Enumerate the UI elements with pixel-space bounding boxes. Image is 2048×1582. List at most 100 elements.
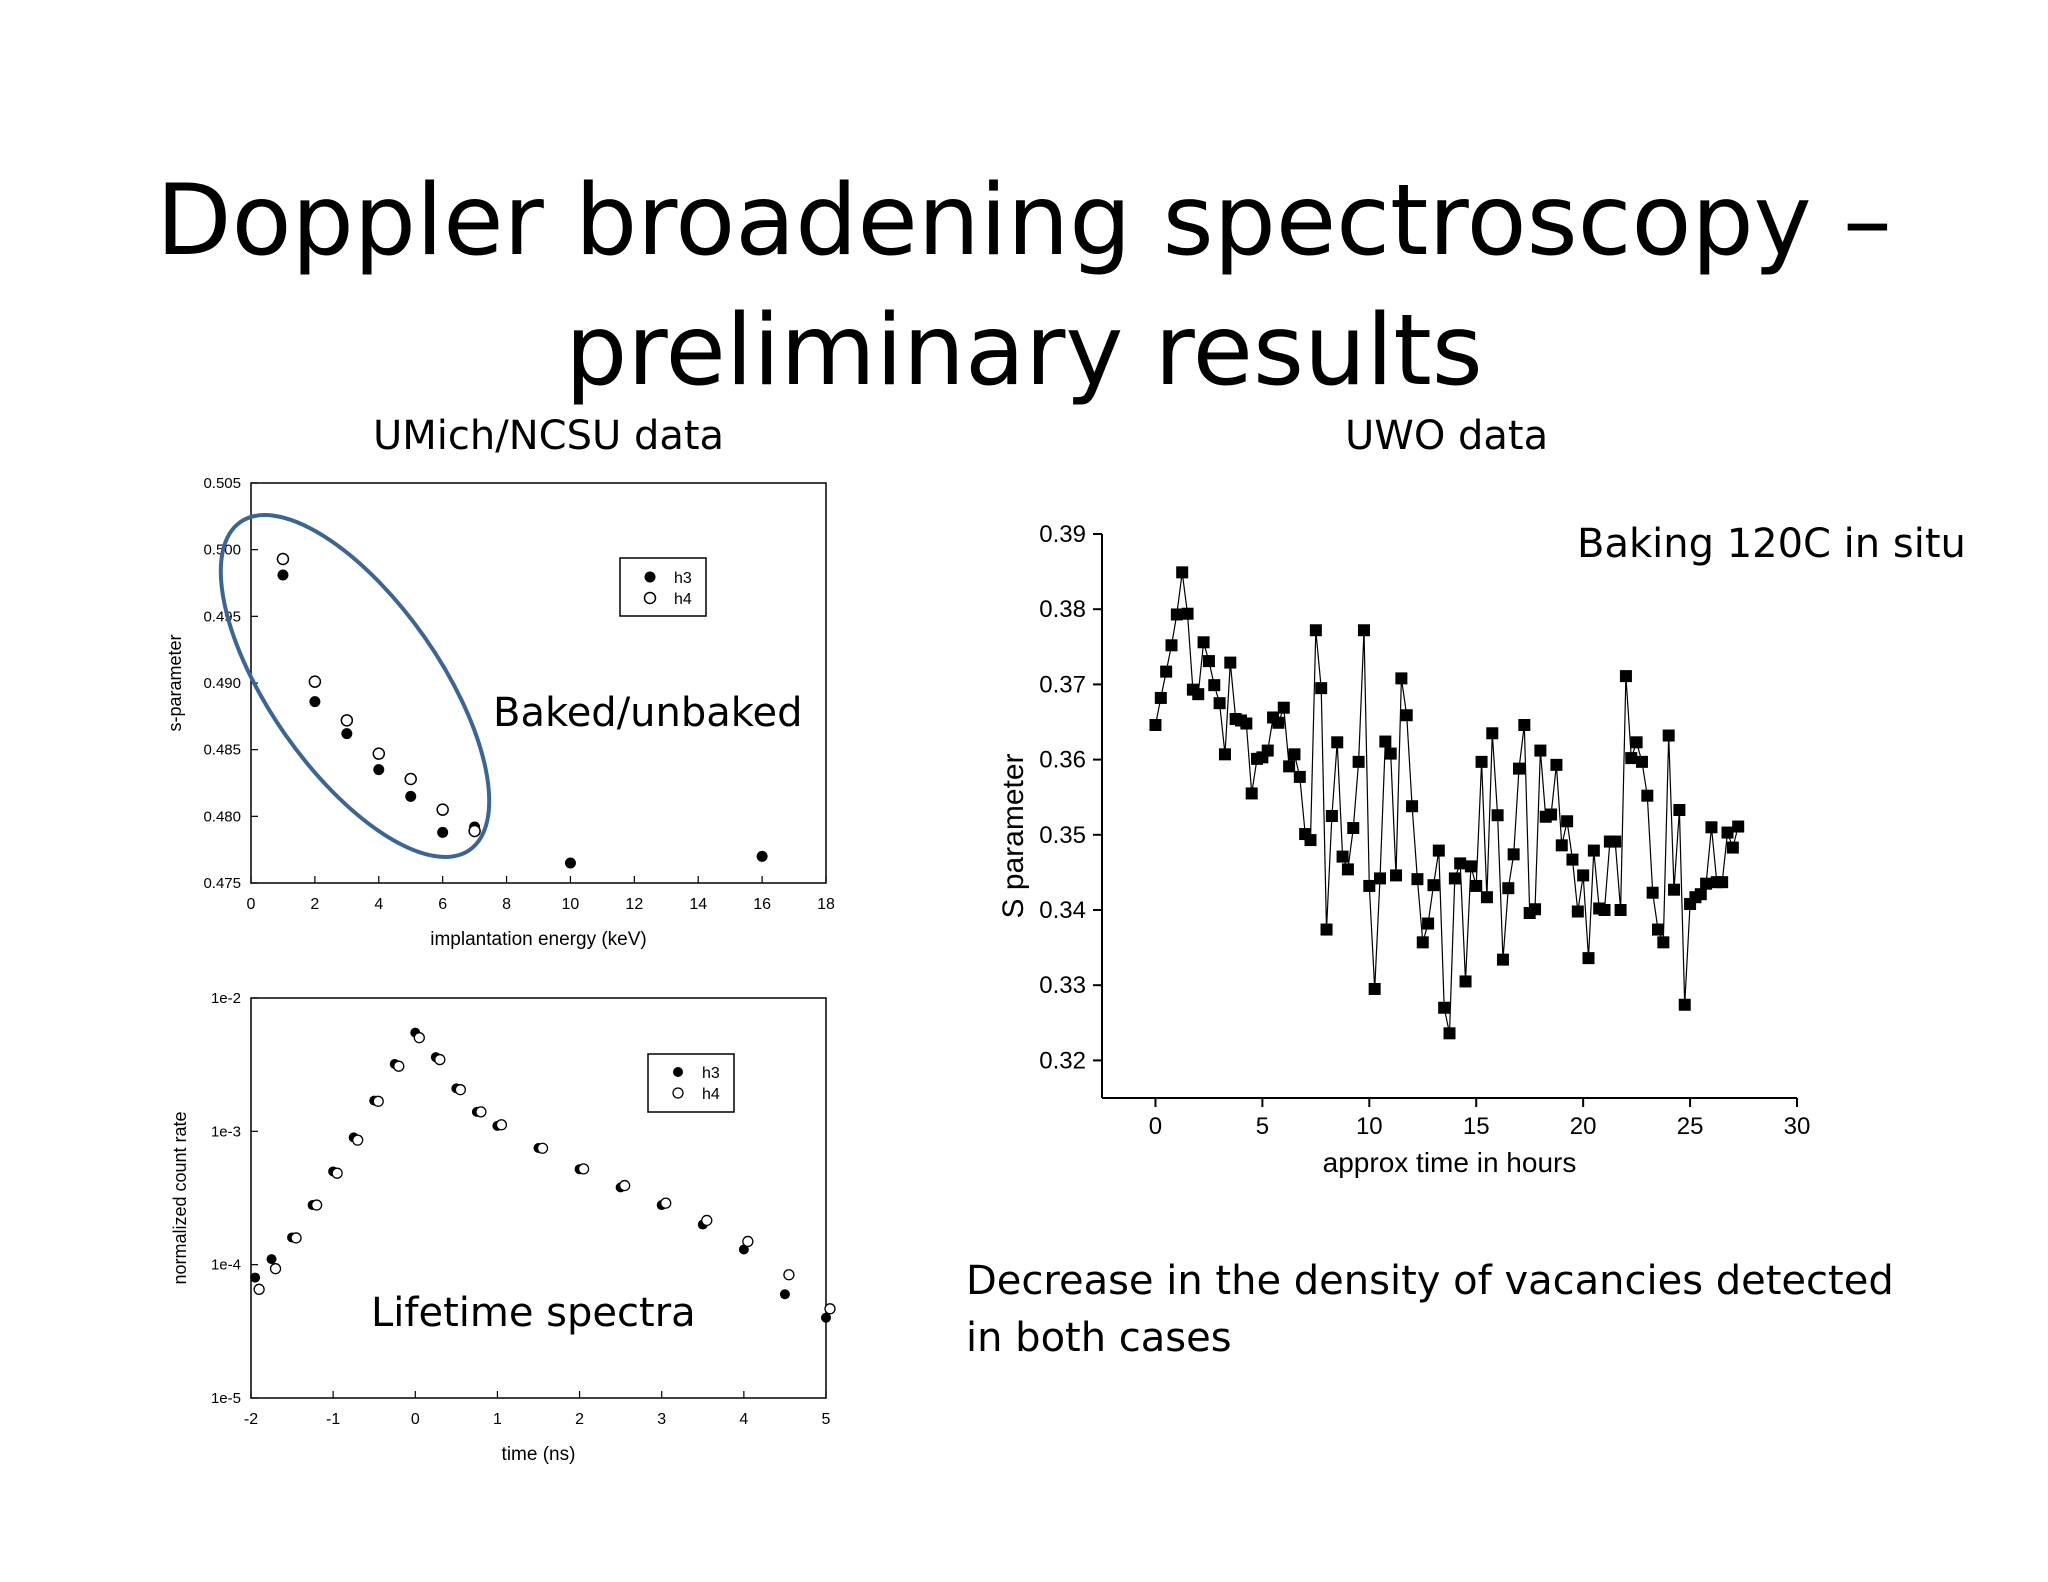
point-h4 xyxy=(783,1269,795,1281)
x-tick-label: 4 xyxy=(739,1411,748,1428)
point-h3 xyxy=(405,790,417,802)
point-h4 xyxy=(413,1032,425,1044)
y-tick-label: 0.505 xyxy=(203,475,241,492)
data-point xyxy=(1571,905,1584,918)
x-tick-label: 25 xyxy=(1677,1113,1704,1140)
data-point xyxy=(1513,762,1525,775)
slide-title-line1: Doppler broadening spectroscopy – xyxy=(156,164,1892,278)
data-point xyxy=(1630,736,1643,749)
x-tick-label: 12 xyxy=(625,896,643,913)
data-point xyxy=(1283,760,1296,773)
baking-label: Baking 120C in situ xyxy=(1577,521,1966,567)
y-tick-label: 0.35 xyxy=(1039,822,1086,849)
x-tick-label: -2 xyxy=(244,1411,258,1428)
y-tick-label: 0.33 xyxy=(1039,972,1086,999)
data-point xyxy=(1641,789,1654,802)
data-point xyxy=(1208,679,1221,692)
x-tick-label: 16 xyxy=(753,896,771,913)
data-point xyxy=(1726,841,1739,854)
data-point xyxy=(1459,975,1472,988)
data-point xyxy=(1673,803,1686,816)
y-axis-label: normalized count rate xyxy=(170,1111,190,1284)
data-point xyxy=(1422,917,1435,930)
data-point xyxy=(1587,844,1600,857)
point-h4 xyxy=(393,1060,405,1072)
data-point xyxy=(1700,877,1713,890)
x-tick-label: 0 xyxy=(247,896,256,913)
x-tick-label: 1 xyxy=(493,1411,502,1428)
data-point xyxy=(1448,872,1461,885)
data-point xyxy=(1732,820,1745,833)
data-point xyxy=(1491,809,1504,822)
data-point xyxy=(1529,903,1542,916)
point-h4 xyxy=(436,803,449,816)
data-point xyxy=(1496,953,1509,966)
data-point xyxy=(1176,566,1189,579)
data-point xyxy=(1218,748,1231,761)
y-axis-label: s-parameter xyxy=(165,634,185,731)
data-point xyxy=(1192,688,1205,701)
data-point xyxy=(1480,891,1493,904)
point-h4 xyxy=(372,1095,384,1107)
data-point xyxy=(1170,608,1183,621)
point-h4 xyxy=(331,1167,343,1179)
x-axis-label: implantation energy (keV) xyxy=(430,929,647,950)
data-point xyxy=(1325,810,1338,822)
y-tick-label: 0.490 xyxy=(203,675,241,692)
data-point xyxy=(1181,607,1194,620)
data-point xyxy=(1614,904,1627,916)
data-point xyxy=(1213,697,1226,710)
data-point xyxy=(1411,873,1424,886)
data-point xyxy=(1609,835,1622,848)
y-tick-label: 0.32 xyxy=(1039,1047,1086,1074)
data-point xyxy=(1395,672,1408,685)
data-point xyxy=(1427,879,1440,892)
lifetime-spectra-label: Lifetime spectra xyxy=(371,1290,696,1336)
legend-marker-h4 xyxy=(672,1087,684,1099)
data-point xyxy=(1454,857,1467,870)
y-tick-label: 0.34 xyxy=(1039,897,1086,924)
data-point xyxy=(1277,701,1290,714)
point-h4 xyxy=(824,1303,836,1315)
legend-box xyxy=(647,1053,735,1113)
data-point xyxy=(1347,822,1360,835)
y-tick-label: 0.495 xyxy=(203,608,241,625)
point-h4 xyxy=(577,1163,590,1175)
y-tick-label: 0.480 xyxy=(203,808,241,825)
data-point xyxy=(1507,848,1520,861)
point-h4 xyxy=(468,824,481,838)
data-point xyxy=(1464,860,1477,873)
point-h3 xyxy=(564,857,576,869)
point-h4 xyxy=(352,1134,364,1146)
x-axis-label: approx time in hours xyxy=(1323,1147,1577,1178)
point-h4 xyxy=(495,1119,508,1131)
data-point xyxy=(1598,904,1611,916)
y-tick-label: 1e-3 xyxy=(211,1123,241,1140)
data-point xyxy=(1619,670,1632,683)
data-point xyxy=(1502,882,1515,895)
point-h4 xyxy=(618,1179,631,1192)
point-h3 xyxy=(266,1254,277,1265)
data-point xyxy=(1384,747,1397,760)
legend-marker-h3 xyxy=(673,1067,683,1077)
point-h4 xyxy=(434,1053,446,1066)
point-h4 xyxy=(404,772,417,786)
point-h4 xyxy=(742,1235,754,1248)
data-point xyxy=(1668,883,1681,896)
data-point xyxy=(1582,952,1595,965)
x-tick-label: 10 xyxy=(1356,1113,1383,1140)
data-point xyxy=(1390,869,1403,882)
baked-unbaked-label: Baked/unbaked xyxy=(493,690,803,736)
data-point xyxy=(1470,879,1483,892)
point-h4 xyxy=(290,1232,302,1244)
legend-label-h4: h4 xyxy=(702,1086,720,1103)
x-tick-label: 8 xyxy=(502,896,511,913)
conclusion-line1: Decrease in the density of vacancies det… xyxy=(966,1258,1894,1304)
highlight-ellipse xyxy=(218,513,492,859)
data-point xyxy=(1555,839,1568,852)
x-tick-label: 2 xyxy=(575,1411,584,1428)
x-tick-label: 10 xyxy=(562,896,580,913)
